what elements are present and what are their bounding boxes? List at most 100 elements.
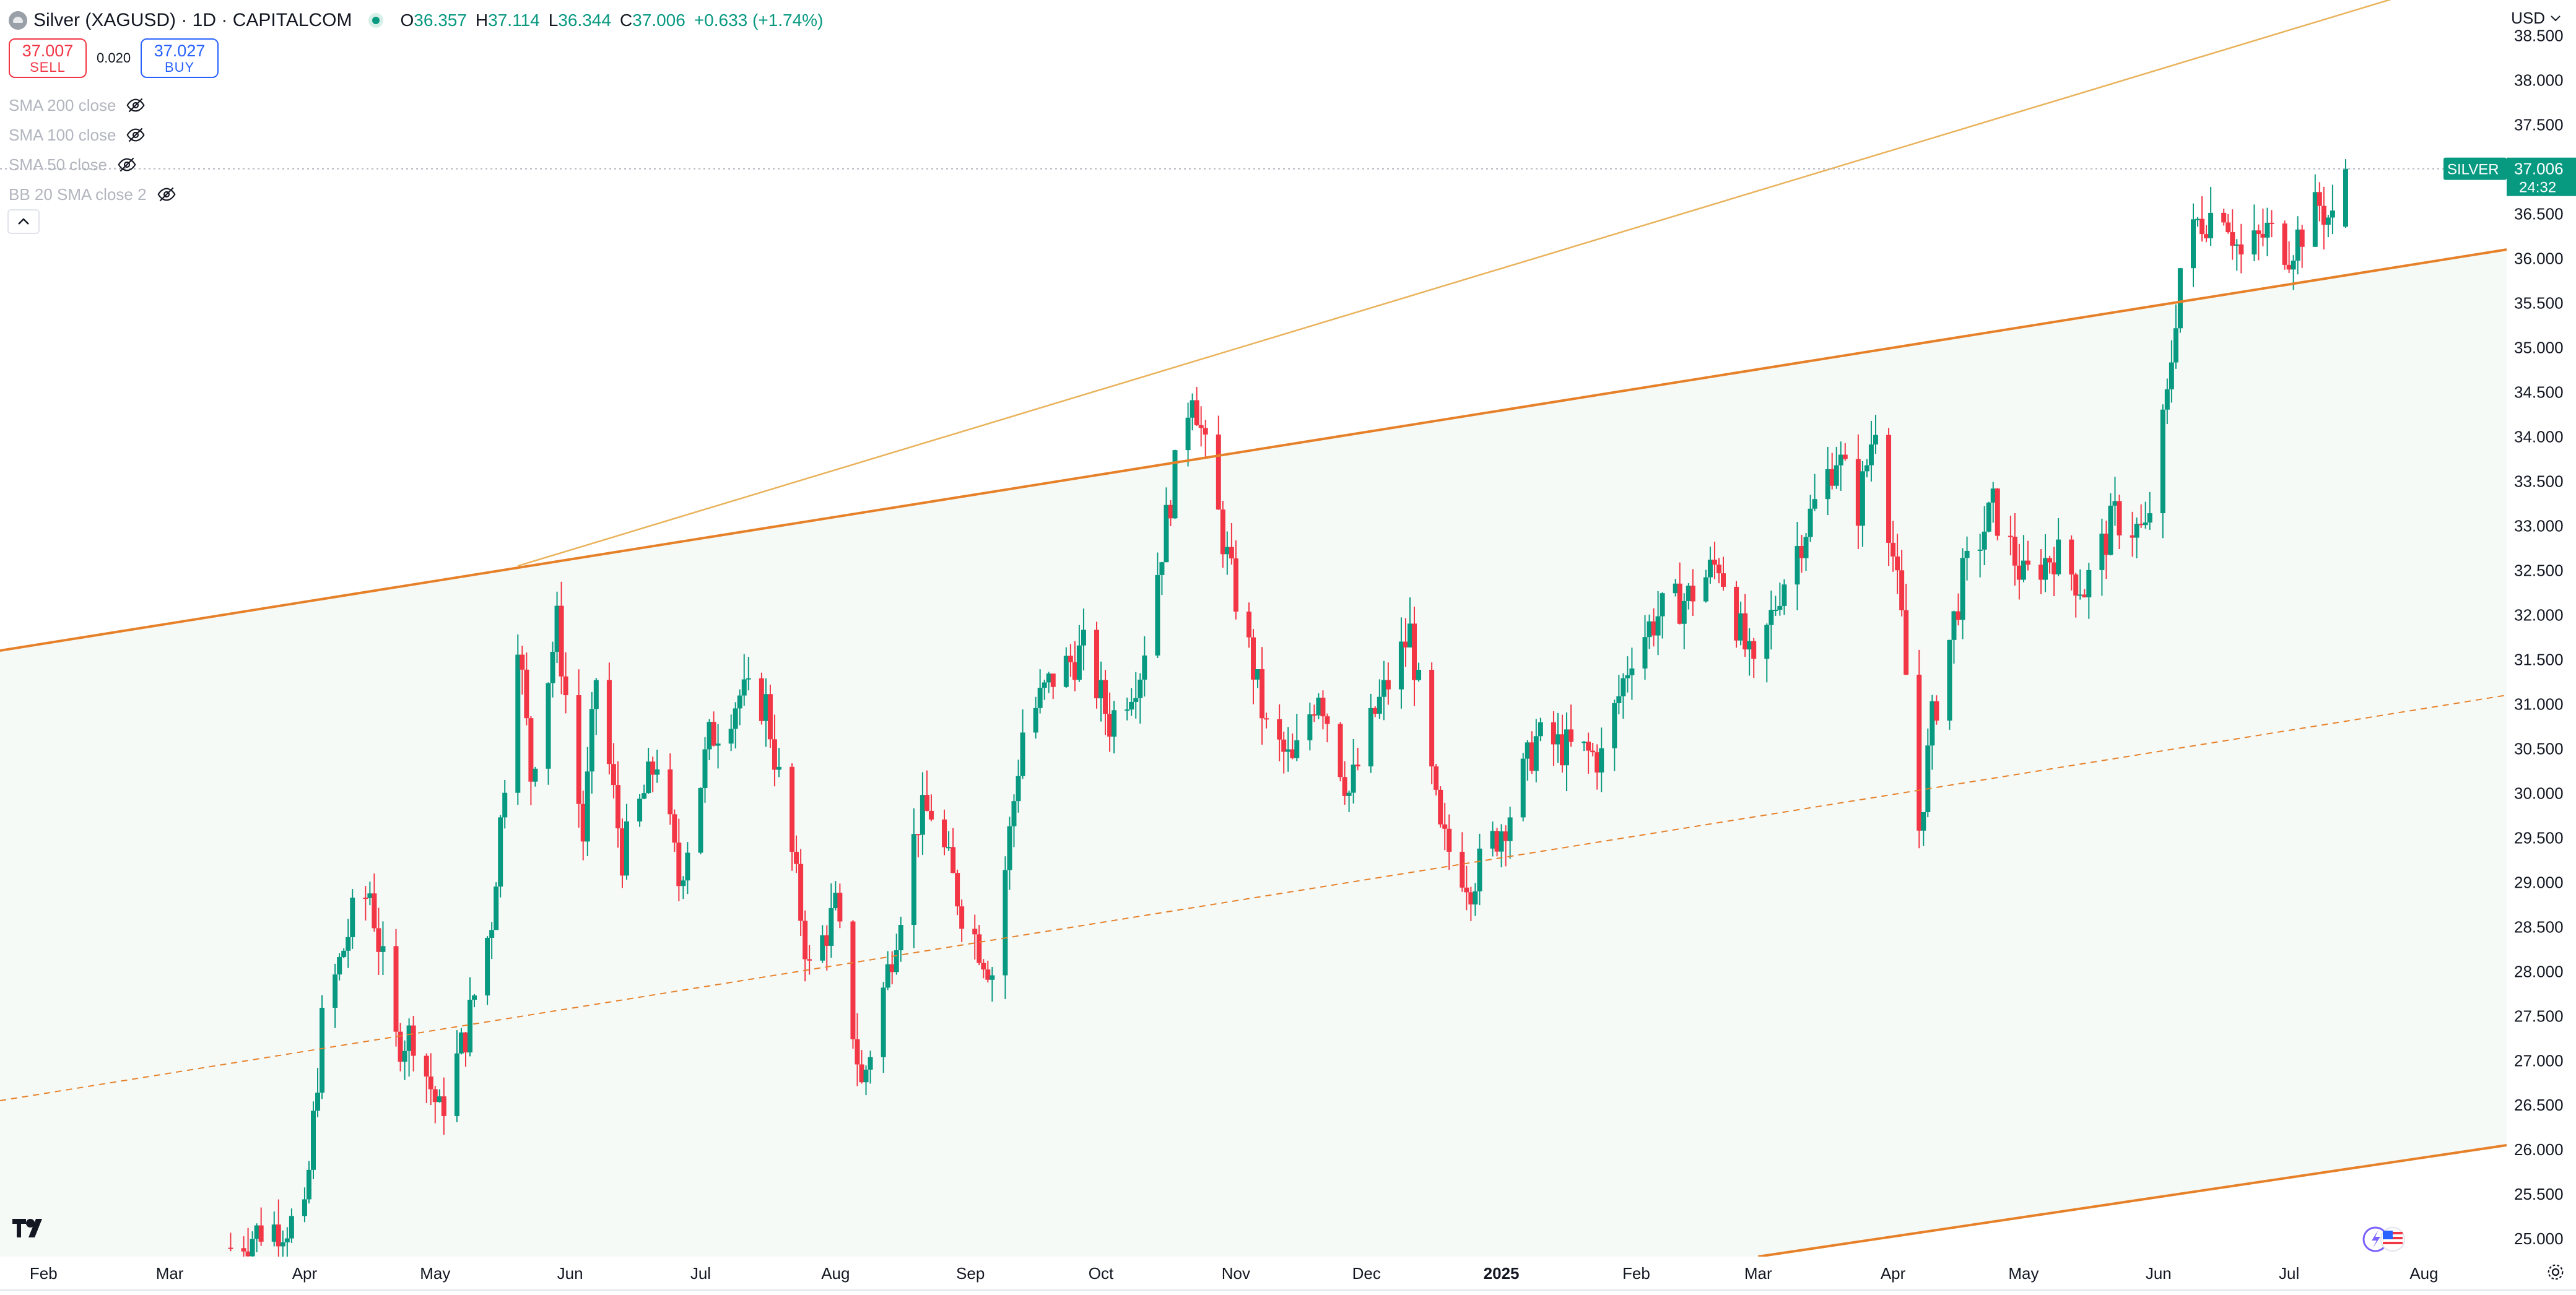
hidden-eye-icon[interactable] (126, 95, 146, 115)
candle-body (1886, 435, 1892, 543)
candle-body (981, 963, 986, 970)
candle-body (985, 969, 991, 980)
candle-body (2173, 328, 2178, 363)
chevron-down-icon (2551, 15, 2561, 21)
channel-lower-line (1757, 1144, 2507, 1258)
x-tick-label: Feb (1622, 1264, 1650, 1283)
candle-body (2134, 524, 2139, 538)
candle-body (228, 1247, 233, 1249)
indicator-sma-200[interactable]: SMA 200 close (9, 90, 176, 120)
candle-body (1986, 502, 1991, 532)
candle-body (1503, 831, 1508, 841)
candle-body (1707, 560, 1713, 578)
candle-body (1194, 400, 1199, 425)
candle-body (1112, 710, 1117, 737)
symbol-badge-label: SILVER (2447, 162, 2499, 178)
candle-body (1346, 792, 1352, 796)
candle-body (1007, 826, 1012, 870)
candle-body (1599, 748, 1604, 773)
candle-body (2025, 560, 2030, 565)
tradingview-logo-icon[interactable] (11, 1215, 51, 1245)
candle-body (1312, 714, 1317, 716)
candle-body (707, 722, 712, 750)
candle-body (241, 1248, 246, 1252)
candle-body (676, 842, 682, 886)
open-label: O (400, 11, 414, 30)
candle-body (1551, 722, 1556, 745)
y-tick-label: 29.500 (2514, 828, 2564, 847)
candle-body (1951, 611, 1957, 640)
hidden-eye-icon[interactable] (157, 184, 176, 204)
candle-body (1381, 680, 1386, 697)
candle-body (615, 785, 620, 829)
candle-body (977, 934, 982, 963)
candle-body (2082, 594, 2087, 597)
candle-body (1320, 698, 1326, 717)
candle-body (311, 1111, 316, 1170)
candle-body (1277, 719, 1282, 740)
candle-body (1372, 708, 1378, 714)
collapse-legend-button[interactable] (7, 209, 40, 234)
settings-gear-icon[interactable] (2546, 1263, 2565, 1281)
candle-body (458, 1032, 464, 1054)
market-flag-icon[interactable] (2362, 1226, 2411, 1253)
candle-body (798, 864, 804, 921)
candle-body (1533, 736, 1539, 771)
candles (228, 159, 2348, 1278)
candle-body (2299, 229, 2305, 247)
candle-body (646, 761, 651, 794)
candle-body (685, 852, 690, 881)
candle-body (1773, 610, 1778, 612)
candle-body (494, 886, 499, 930)
hidden-eye-icon[interactable] (117, 155, 137, 175)
currency-label: USD (2511, 9, 2545, 27)
candle-body (372, 893, 377, 929)
candle-body (946, 847, 952, 849)
indicator-bb-20[interactable]: BB 20 SMA close 2 (9, 180, 176, 209)
candle-body (1904, 610, 1909, 675)
candle-body (1582, 742, 1587, 743)
trade-panel: 37.007 SELL 0.020 37.027 BUY (9, 38, 219, 78)
candle-body (1895, 557, 1900, 571)
sell-button[interactable]: 37.007 SELL (9, 38, 87, 78)
candle-body (528, 718, 534, 782)
symbol-title[interactable]: Silver (XAGUSD) · 1D · CAPITALCOM (33, 10, 352, 30)
candle-body (432, 1089, 438, 1102)
candle-body (333, 974, 338, 1008)
candle-body (1930, 701, 1935, 746)
indicator-sma-100[interactable]: SMA 100 close (9, 120, 176, 150)
candle-body (1934, 701, 1939, 721)
candle-body (1564, 729, 1569, 766)
candle-body (1529, 742, 1534, 771)
x-tick-label: Mar (156, 1264, 184, 1283)
candle-body (894, 950, 899, 972)
sell-price: 37.007 (22, 41, 74, 61)
y-tick-label: 28.000 (2514, 962, 2564, 981)
candle-body (672, 814, 677, 843)
x-tick-label: May (2008, 1264, 2039, 1283)
candle-body (1068, 656, 1073, 662)
candle-body (859, 1064, 864, 1083)
candle-body (546, 683, 551, 769)
x-tick-label: Apr (1881, 1264, 1906, 1283)
candle-body (2291, 260, 2296, 270)
candle-body (1538, 722, 1543, 737)
candle-body (1264, 718, 1269, 720)
candle-body (1842, 454, 1848, 459)
candle-body (1960, 558, 1965, 620)
candle-body (306, 1169, 311, 1200)
last-price-label: 37.006 (2514, 160, 2564, 178)
candle-body (559, 605, 564, 677)
candle-body (2056, 539, 2061, 574)
currency-selector[interactable]: USD (2511, 9, 2561, 28)
candle-body (1447, 828, 1452, 852)
candle-body (2108, 505, 2113, 555)
hidden-eye-icon[interactable] (126, 125, 146, 145)
buy-button[interactable]: 37.027 BUY (141, 38, 219, 78)
candle-body (520, 654, 525, 670)
candle-body (411, 1025, 416, 1056)
candle-body (868, 1057, 873, 1070)
indicator-sma-50[interactable]: SMA 50 close (9, 150, 176, 180)
candle-body (1185, 417, 1191, 451)
